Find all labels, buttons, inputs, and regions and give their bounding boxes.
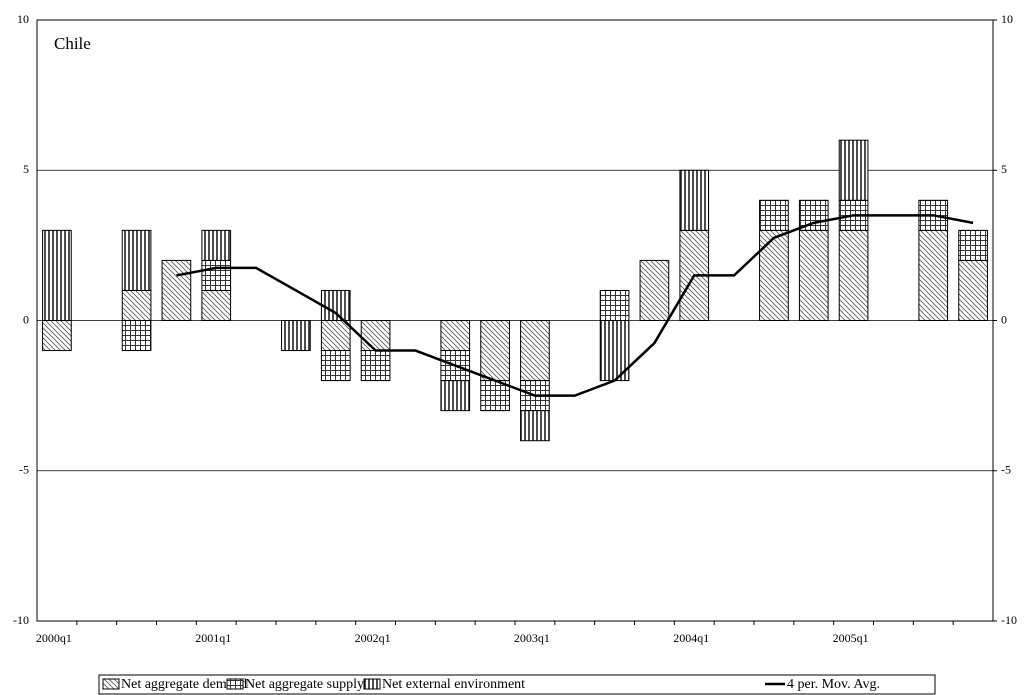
bar-segment bbox=[201, 289, 232, 322]
x-tick-label: 2003q1 bbox=[514, 631, 550, 645]
y2-tick-label: -5 bbox=[1001, 463, 1011, 477]
bar-segment bbox=[161, 259, 192, 321]
bar-segment bbox=[440, 380, 471, 412]
legend-swatch bbox=[226, 678, 244, 690]
x-tick-label: 2000q1 bbox=[36, 631, 72, 645]
y-tick-label: -10 bbox=[13, 613, 29, 627]
bar-segment bbox=[679, 169, 710, 231]
bar-segment bbox=[320, 289, 351, 322]
bar-segment bbox=[639, 259, 670, 321]
bar-segment bbox=[42, 229, 72, 322]
x-tick-label: 2004q1 bbox=[673, 631, 709, 645]
bar-segment bbox=[360, 320, 391, 352]
legend-swatch bbox=[363, 678, 381, 690]
bar-segment bbox=[480, 320, 510, 382]
bar-segment bbox=[798, 229, 829, 322]
x-tick-label: 2002q1 bbox=[355, 631, 391, 645]
bar-segment bbox=[759, 229, 789, 322]
y2-tick-label: 0 bbox=[1001, 312, 1007, 326]
legend-box bbox=[98, 674, 936, 695]
bar-segment bbox=[201, 229, 232, 261]
legend-label: Net external environment bbox=[382, 677, 525, 692]
legend-label: 4 per. Mov. Avg. bbox=[787, 677, 880, 692]
y2-tick-label: 10 bbox=[1001, 12, 1013, 26]
bar-segment bbox=[201, 259, 232, 291]
bar-segment bbox=[320, 350, 351, 382]
bar-segment bbox=[838, 139, 869, 201]
x-tick-label: 2001q1 bbox=[195, 631, 231, 645]
legend-label: Net aggregate supply bbox=[245, 677, 364, 692]
bar-segment bbox=[360, 350, 391, 382]
bar-segment bbox=[281, 320, 311, 352]
bar-segment bbox=[958, 229, 988, 261]
bar-segment bbox=[958, 259, 988, 321]
bar-segment bbox=[121, 229, 152, 291]
legend-swatch bbox=[102, 678, 120, 690]
bar-segment bbox=[440, 320, 471, 352]
bar-segment bbox=[320, 320, 351, 352]
legend-label: Net aggregate demand bbox=[121, 677, 247, 692]
bar-segment bbox=[121, 289, 152, 322]
y-tick-label: 5 bbox=[23, 162, 29, 176]
y-tick-label: 10 bbox=[17, 12, 29, 26]
bar-segment bbox=[42, 320, 72, 352]
bar-segment bbox=[759, 199, 789, 231]
bar-segment bbox=[838, 229, 869, 322]
bar-segment bbox=[480, 380, 510, 412]
bar-segment bbox=[520, 410, 550, 442]
x-tick-label: 2005q1 bbox=[833, 631, 869, 645]
bar-segment bbox=[121, 320, 152, 352]
bar-segment bbox=[798, 199, 829, 231]
bar-segment bbox=[520, 320, 550, 382]
y-tick-label: 0 bbox=[23, 312, 29, 326]
line-series bbox=[176, 214, 974, 397]
annotation: Chile bbox=[54, 34, 91, 53]
bar-segment bbox=[918, 229, 949, 322]
y2-tick-label: -10 bbox=[1001, 613, 1017, 627]
y2-tick-label: 5 bbox=[1001, 162, 1007, 176]
y-tick-label: -5 bbox=[19, 463, 29, 477]
bar-segment bbox=[599, 289, 630, 322]
